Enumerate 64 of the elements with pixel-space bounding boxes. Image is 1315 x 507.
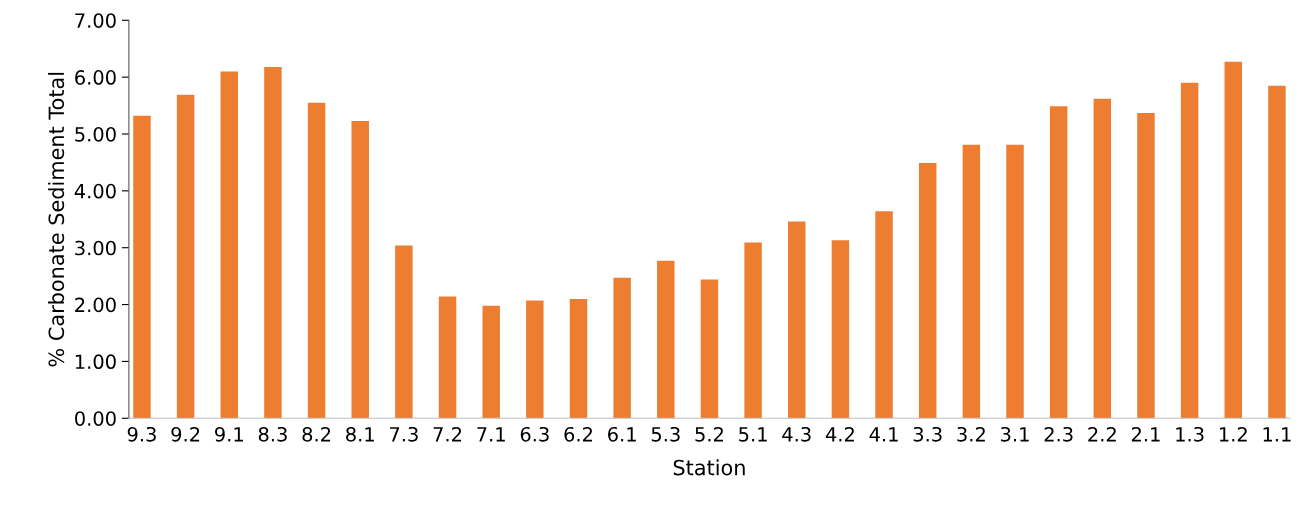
y-tick-label: 7.00 [75,13,116,28]
bar [918,162,937,419]
x-tick-label: 2.2 [1088,426,1116,442]
y-tick-label: 4.00 [74,183,116,199]
x-tick-label: 7.2 [433,426,462,442]
y-tick-label: 3.00 [75,240,116,256]
bar [395,245,413,419]
x-tick-label: 9.2 [171,426,200,442]
y-tick-label: 0.00 [75,411,116,426]
x-tick-label: 6.3 [520,426,549,442]
bar [176,94,195,419]
x-axis-title: Station [673,459,745,476]
x-tick-label: 9.1 [215,426,243,442]
bar [526,300,544,419]
y-tick-label: 2.00 [75,297,116,313]
bar [1180,82,1199,419]
y-tick-label: 6.00 [75,70,116,85]
bar [1137,112,1155,419]
bar [831,240,850,419]
bar [1268,85,1286,419]
bar [307,102,326,419]
x-tick-label: 2.1 [1131,426,1160,442]
x-tick-label: 3.1 [1001,426,1029,442]
x-tick-label: 8.1 [346,426,374,442]
x-tick-label: 7.3 [390,426,418,442]
x-tick-label: 3.3 [913,426,942,442]
bar [613,277,631,419]
bar [569,298,588,419]
bar [875,211,893,419]
bar [1093,98,1112,419]
x-tick-label: 1.3 [1176,426,1204,442]
x-tick-label: 4.3 [782,426,811,442]
y-axis-title: % Carbonate Sediment Total [48,72,65,367]
x-tick-label: 5.2 [695,426,723,442]
bar [1049,106,1068,419]
x-tick-label: 3.2 [957,426,985,442]
x-tick-label: 1.2 [1219,426,1247,442]
x-tick-label: 1.1 [1263,427,1291,442]
bar [657,260,675,419]
x-tick-label: 8.2 [302,426,331,442]
bar [744,242,762,419]
bar [351,120,369,419]
x-tick-label: 6.2 [564,426,592,442]
bar [264,66,282,419]
x-tick-label: 4.2 [825,426,854,442]
x-tick-label: 7.1 [477,427,505,442]
x-tick-label: 5.1 [739,427,767,442]
bar [220,71,238,419]
bar [482,305,500,419]
x-tick-label: 8.3 [258,426,287,442]
x-tick-label: 2.3 [1044,426,1073,442]
bar [962,144,981,419]
bar [1224,61,1242,419]
x-tick-label: 9.3 [127,426,156,442]
bar [133,115,151,419]
y-tick-label: 5.00 [75,126,116,142]
x-tick-label: 6.1 [608,426,636,442]
bar [700,279,719,419]
bar [438,296,457,419]
x-tick-label: 5.3 [651,426,680,442]
x-tick-label: 4.1 [869,427,898,442]
y-tick-label: 1.00 [75,354,116,370]
bar [788,221,806,419]
bar [1006,144,1024,419]
